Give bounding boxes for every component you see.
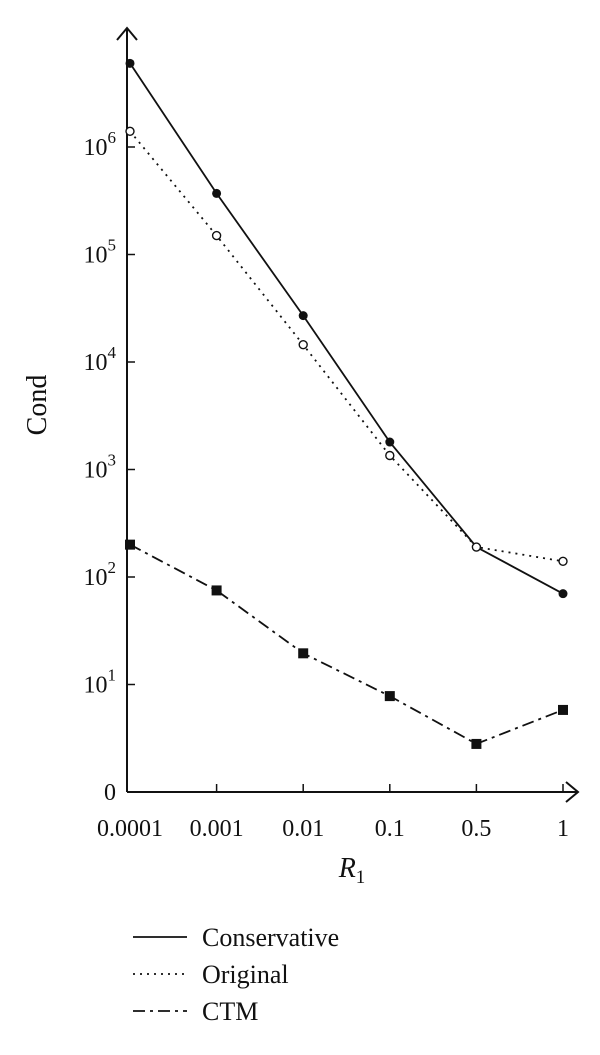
series-ctm — [125, 539, 568, 749]
x-tick-label: 0.01 — [282, 816, 324, 842]
y-axis-label: Cond — [22, 375, 53, 436]
data-point-original — [471, 542, 482, 552]
y-tick-base: 10 — [84, 458, 108, 484]
legend-label-ctm: CTM — [202, 997, 258, 1026]
y-tick-exponent: 2 — [108, 558, 117, 577]
data-point-ctm — [384, 691, 395, 702]
data-point-conservative — [298, 311, 308, 321]
y-tick-label: 105 — [84, 236, 117, 269]
y-tick-base: 10 — [84, 243, 108, 269]
y-tick-exponent: 3 — [108, 451, 117, 470]
data-point-ctm — [471, 738, 482, 749]
data-point-conservative — [212, 188, 222, 198]
data-point-ctm — [125, 539, 135, 550]
x-axis-label-main: R — [338, 853, 356, 884]
y-tick-exponent: 5 — [108, 236, 117, 255]
x-tick-label: 0.5 — [461, 816, 491, 842]
legend-label-conservative: Conservative — [202, 923, 339, 952]
series-group — [125, 58, 568, 749]
data-point-original — [211, 230, 222, 241]
series-line-original — [129, 130, 564, 563]
x-ticks: 0.0001 0.001 0.01 0.1 0.5 1 — [97, 784, 569, 842]
legend: Conservative Original CTM — [133, 923, 339, 1026]
y-tick-exponent: 6 — [108, 128, 117, 147]
y-tick-base: 10 — [84, 673, 108, 699]
series-line-ctm — [129, 543, 564, 745]
y-tick-label: 104 — [84, 343, 117, 376]
data-point-ctm — [298, 648, 309, 659]
data-point-conservative — [125, 58, 135, 68]
series-conservative — [125, 58, 568, 599]
x-tick-label: 0.001 — [190, 816, 244, 842]
y-axis-arrow — [116, 26, 138, 41]
y-tick-label: 106 — [84, 128, 117, 161]
data-point-ctm — [558, 704, 568, 715]
x-tick-label: 1 — [557, 816, 569, 842]
y-tick-exponent: 4 — [108, 343, 117, 362]
data-point-conservative — [385, 437, 395, 447]
data-point-original — [558, 556, 568, 566]
data-point-conservative — [558, 589, 568, 599]
y-tick-base: 10 — [84, 135, 108, 161]
x-axis-label: R1 — [338, 853, 366, 888]
data-point-ctm — [211, 585, 222, 596]
y-tick-label: 0 — [104, 780, 116, 806]
y-tick-label: 101 — [84, 666, 117, 699]
y-axis — [116, 26, 138, 792]
y-tick-exponent: 1 — [108, 666, 117, 685]
x-axis-arrow — [565, 781, 580, 803]
series-original — [125, 126, 568, 566]
legend-label-original: Original — [202, 960, 289, 989]
y-tick-label: 102 — [84, 558, 117, 591]
data-point-original — [385, 450, 395, 461]
y-tick-base: 0 — [104, 780, 116, 806]
x-axis — [127, 781, 580, 803]
x-tick-label: 0.1 — [375, 816, 405, 842]
x-tick-label: 0.0001 — [97, 816, 163, 842]
y-tick-base: 10 — [84, 350, 108, 376]
x-axis-label-subscript: 1 — [356, 867, 366, 888]
series-line-conservative — [129, 62, 564, 595]
data-point-original — [125, 126, 135, 136]
y-tick-base: 10 — [84, 565, 108, 591]
y-tick-label: 103 — [84, 451, 117, 484]
data-point-original — [298, 339, 308, 350]
